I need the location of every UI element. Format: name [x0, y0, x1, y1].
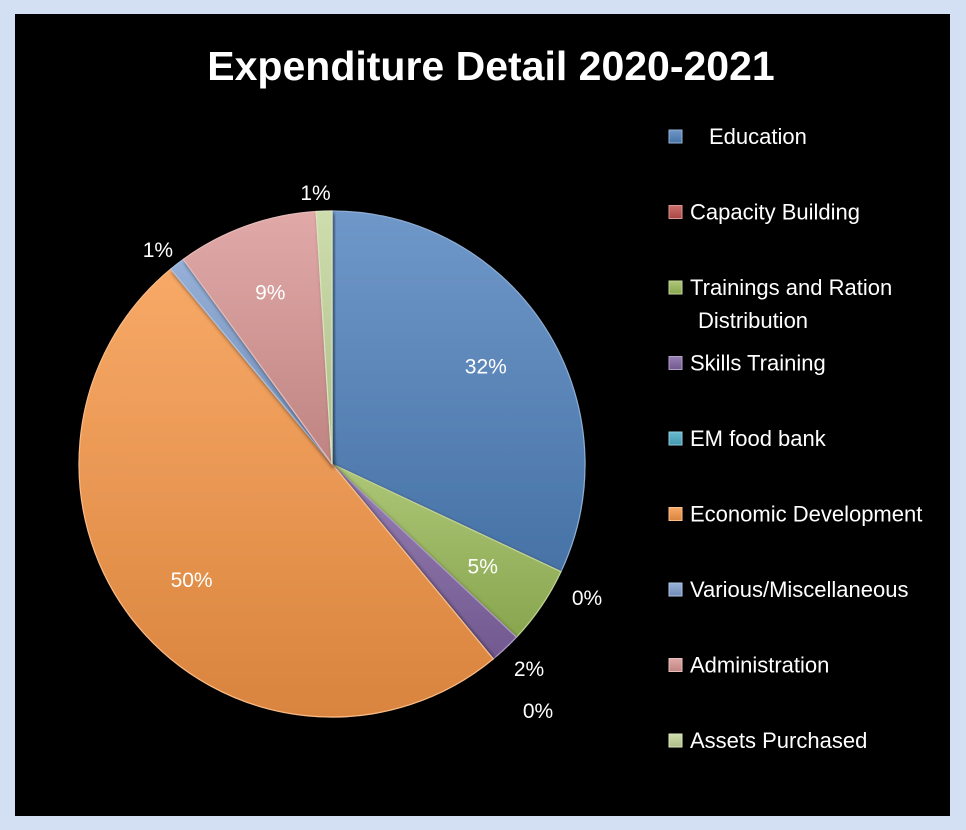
legend-item-economic-development: Economic Development	[668, 502, 922, 527]
legend-item-em-food-bank: EM food bank	[668, 426, 827, 451]
legend-item-assets-purchased: Assets Purchased	[668, 728, 867, 753]
chart-title: Expenditure Detail 2020-2021	[207, 43, 774, 89]
data-label-economic-development: 50%	[171, 569, 213, 592]
legend-label: Administration	[690, 653, 829, 678]
slice-economic-development	[78, 268, 495, 718]
legend-swatch	[668, 658, 683, 672]
legend-label: Trainings and Ration	[690, 275, 892, 300]
legend-swatch	[668, 582, 683, 597]
legend-item-administration: Administration	[668, 653, 829, 678]
data-label-education: 32%	[465, 355, 507, 378]
legend-item-capacity-building: Capacity Building	[668, 200, 860, 225]
pie-slices	[78, 210, 586, 718]
legend-swatch	[668, 356, 683, 370]
legend-item-various-miscellaneous: Various/Miscellaneous	[668, 577, 908, 602]
data-label-administration: 9%	[255, 282, 285, 305]
legend-item-trainings-and-ration-distribution: Trainings and Ration Distribution	[668, 275, 892, 333]
legend-label: Capacity Building	[690, 200, 860, 225]
slice-assets-purchased	[315, 210, 333, 465]
legend-swatch	[668, 733, 683, 748]
legend-swatch	[668, 129, 683, 144]
data-label-assets-purchased: 1%	[300, 182, 330, 205]
legend-label: EM food bank	[690, 426, 827, 451]
slice-education	[331, 210, 586, 573]
legend-label: Assets Purchased	[690, 728, 867, 753]
data-label-em-food-bank: 0%	[523, 700, 553, 723]
legend-swatch	[668, 431, 683, 446]
legend-swatch	[668, 205, 683, 219]
data-label-skills-training: 2%	[514, 658, 544, 681]
data-labels: 32% 0% 5% 2% 0% 50% 1% 9% 1%	[143, 182, 602, 723]
legend-swatch	[668, 280, 683, 295]
legend-item-skills-training: Skills Training	[668, 351, 826, 376]
legend-label: Education	[709, 124, 807, 149]
legend: Education Capacity Building Trainings and …	[668, 124, 922, 753]
legend-label: Distribution	[698, 308, 808, 333]
data-label-various-miscellaneous: 1%	[143, 239, 173, 262]
data-label-capacity-building: 0%	[572, 587, 602, 610]
data-label-trainings-and-ration-distribution: 5%	[468, 555, 498, 578]
slice-administration	[182, 210, 333, 467]
legend-label: Various/Miscellaneous	[690, 577, 908, 602]
legend-swatch	[668, 507, 683, 521]
legend-label: Skills Training	[690, 351, 826, 376]
legend-label: Economic Development	[690, 502, 922, 527]
legend-item-education: Education	[668, 124, 807, 149]
